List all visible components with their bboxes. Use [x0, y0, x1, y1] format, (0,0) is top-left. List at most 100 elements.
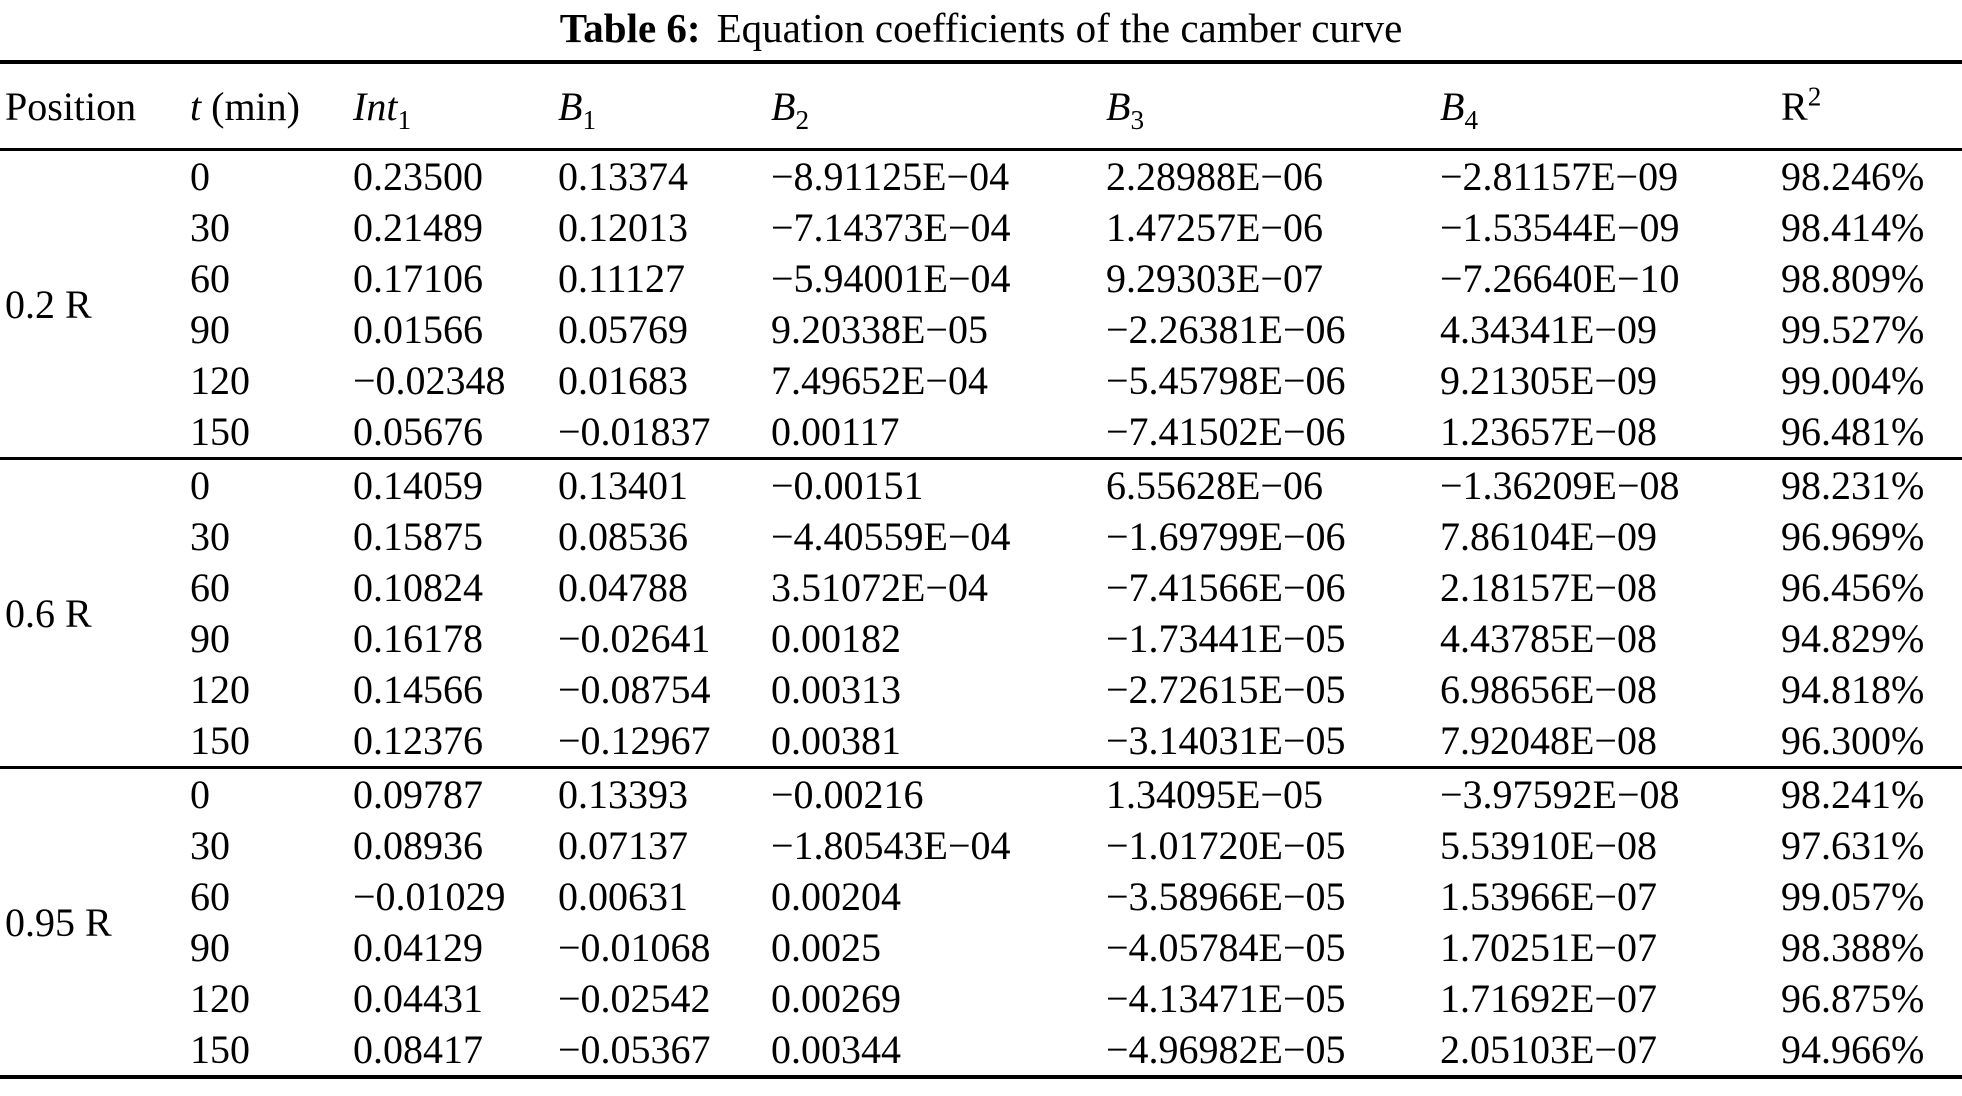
- cell-r2: 99.004%: [1781, 358, 1925, 403]
- cell-b2: 0.00117: [771, 409, 900, 454]
- cell-int1: 0.17106: [353, 256, 483, 301]
- cell-b3: −2.72615E−05: [1106, 667, 1346, 712]
- col-header-r2: R2: [1781, 81, 1822, 129]
- cell-b4: −7.26640E−10: [1440, 256, 1680, 301]
- table-row: 30 0.15875 0.08536 −4.40559E−04 −1.69799E−06…: [0, 511, 1962, 562]
- table-row: 90 0.01566 0.05769 9.20338E−05 −2.26381E−06 4…: [0, 304, 1962, 355]
- cell-r2: 96.969%: [1781, 514, 1925, 559]
- table-row: 60 −0.01029 0.00631 0.00204 −3.58966E−05 1.53…: [0, 871, 1962, 922]
- cell-b4: 7.86104E−09: [1440, 514, 1657, 559]
- cell-b1: −0.05367: [558, 1027, 711, 1072]
- cell-b3: −7.41502E−06: [1106, 409, 1346, 454]
- cell-b1: −0.12967: [558, 718, 711, 763]
- cell-b2: −7.14373E−04: [771, 205, 1011, 250]
- cell-b1: 0.13393: [558, 772, 688, 817]
- table-row: 30 0.21489 0.12013 −7.14373E−04 1.47257E−06 −…: [0, 202, 1962, 253]
- cell-b2: −0.00151: [771, 463, 924, 508]
- position-label: 0.2 R: [5, 281, 92, 327]
- cell-int1: 0.08936: [353, 823, 483, 868]
- cell-t: 120: [190, 358, 250, 403]
- cell-int1: −0.01029: [353, 874, 506, 919]
- cell-t: 120: [190, 976, 250, 1021]
- cell-b2: 7.49652E−04: [771, 358, 988, 403]
- cell-b4: −1.53544E−09: [1440, 205, 1680, 250]
- cell-b4: 4.34341E−09: [1440, 307, 1657, 352]
- cell-r2: 96.481%: [1781, 409, 1925, 454]
- cell-b3: 1.34095E−05: [1106, 772, 1323, 817]
- cell-b3: −1.73441E−05: [1106, 616, 1346, 661]
- cell-b4: 6.98656E−08: [1440, 667, 1657, 712]
- cell-b1: 0.08536: [558, 514, 688, 559]
- table-row: 90 0.16178 −0.02641 0.00182 −1.73441E−05 4.43…: [0, 613, 1962, 664]
- cell-int1: 0.04129: [353, 925, 483, 970]
- cell-r2: 98.231%: [1781, 463, 1925, 508]
- cell-b1: −0.08754: [558, 667, 711, 712]
- cell-b3: −1.69799E−06: [1106, 514, 1346, 559]
- cell-b3: 6.55628E−06: [1106, 463, 1323, 508]
- cell-t: 60: [190, 565, 230, 610]
- cell-int1: 0.08417: [353, 1027, 483, 1072]
- cell-r2: 94.966%: [1781, 1027, 1925, 1072]
- cell-b2: 0.00381: [771, 718, 901, 763]
- cell-b4: −2.81157E−09: [1440, 154, 1679, 199]
- cell-b2: 0.00344: [771, 1027, 901, 1072]
- cell-b3: −4.05784E−05: [1106, 925, 1346, 970]
- cell-b3: 9.29303E−07: [1106, 256, 1323, 301]
- cell-int1: 0.21489: [353, 205, 483, 250]
- cell-b1: 0.12013: [558, 205, 688, 250]
- cell-r2: 98.246%: [1781, 154, 1925, 199]
- cell-int1: 0.14566: [353, 667, 483, 712]
- cell-r2: 96.300%: [1781, 718, 1925, 763]
- cell-b4: 2.05103E−07: [1440, 1027, 1657, 1072]
- cell-b4: 1.53966E−07: [1440, 874, 1657, 919]
- cell-r2: 94.818%: [1781, 667, 1925, 712]
- cell-b3: −4.96982E−05: [1106, 1027, 1346, 1072]
- cell-b1: 0.13401: [558, 463, 688, 508]
- cell-b1: 0.07137: [558, 823, 688, 868]
- cell-t: 30: [190, 514, 230, 559]
- cell-b4: −1.36209E−08: [1440, 463, 1680, 508]
- cell-b2: −8.91125E−04: [771, 154, 1010, 199]
- table-row: 150 0.05676 −0.01837 0.00117 −7.41502E−06 1.2…: [0, 406, 1962, 459]
- col-header-b1: B1: [558, 83, 597, 135]
- cell-b4: 4.43785E−08: [1440, 616, 1657, 661]
- position-group: 0.2 R 0 0.23500 0.13374 −8.91125E−04 2.28988E…: [0, 149, 1962, 459]
- cell-b4: −3.97592E−08: [1440, 772, 1680, 817]
- cell-int1: −0.02348: [353, 358, 506, 403]
- cell-b3: −4.13471E−05: [1106, 976, 1346, 1021]
- cell-b4: 7.92048E−08: [1440, 718, 1657, 763]
- table-row: 0.6 R 0 0.14059 0.13401 −0.00151 6.55628E−06 −…: [0, 459, 1962, 636]
- cell-t: 0: [190, 772, 210, 817]
- table-row: 0.95 R 0 0.09787 0.13393 −0.00216 1.34095E−05…: [0, 768, 1962, 945]
- cell-r2: 96.456%: [1781, 565, 1925, 610]
- cell-t: 120: [190, 667, 250, 712]
- cell-t: 90: [190, 616, 230, 661]
- cell-int1: 0.14059: [353, 463, 483, 508]
- table-caption-text: Equation coefficients of the camber curv…: [716, 5, 1403, 51]
- cell-b1: −0.02641: [558, 616, 711, 661]
- cell-int1: 0.12376: [353, 718, 483, 763]
- cell-t: 90: [190, 307, 230, 352]
- table-row: 150 0.08417 −0.05367 0.00344 −4.96982E−05 2.0…: [0, 1024, 1962, 1077]
- cell-int1: 0.10824: [353, 565, 483, 610]
- table-caption-label: Table 6:: [559, 5, 701, 51]
- table-row: 150 0.12376 −0.12967 0.00381 −3.14031E−05 7.9…: [0, 715, 1962, 768]
- cell-b2: −1.80543E−04: [771, 823, 1011, 868]
- position-label: 0.95 R: [5, 899, 112, 945]
- cell-r2: 96.875%: [1781, 976, 1925, 1021]
- cell-b2: 0.0025: [771, 925, 881, 970]
- position-label: 0.6 R: [5, 590, 92, 636]
- col-header-position: Position: [5, 83, 137, 129]
- cell-b2: 0.00182: [771, 616, 901, 661]
- cell-b2: 9.20338E−05: [771, 307, 988, 352]
- table-caption: Table 6: Equation coefficients of the cam…: [0, 0, 1962, 60]
- cell-b3: −1.01720E−05: [1106, 823, 1346, 868]
- cell-r2: 97.631%: [1781, 823, 1925, 868]
- cell-b1: 0.11127: [558, 256, 686, 301]
- table-row: 120 −0.02348 0.01683 7.49652E−04 −5.45798E−0…: [0, 355, 1962, 406]
- cell-b2: 0.00204: [771, 874, 901, 919]
- cell-int1: 0.09787: [353, 772, 483, 817]
- cell-b1: 0.13374: [558, 154, 688, 199]
- cell-b3: −3.14031E−05: [1106, 718, 1346, 763]
